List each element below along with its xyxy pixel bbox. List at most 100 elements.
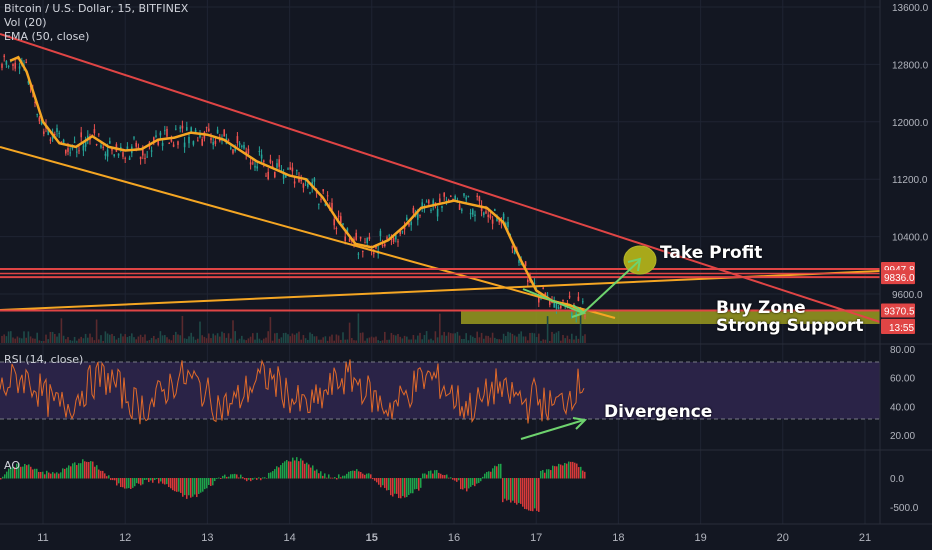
candle-body <box>549 299 551 305</box>
volume-bar <box>410 339 412 343</box>
rsi-legend[interactable]: RSI (14, close) <box>4 353 84 366</box>
volume-bar <box>100 335 102 343</box>
candle-body <box>133 137 135 139</box>
ao-bar <box>486 472 488 479</box>
ao-bar <box>50 473 52 479</box>
candle-body <box>208 128 210 132</box>
volume-bar <box>117 337 120 343</box>
candle-body <box>102 146 104 148</box>
ao-bar <box>496 466 498 479</box>
volume-bar <box>465 333 467 343</box>
candle-body <box>126 146 129 150</box>
volume-bar <box>51 331 54 343</box>
candle-body <box>258 150 261 152</box>
volume-bar <box>397 333 399 343</box>
candle-body <box>568 295 571 298</box>
volume-bar <box>522 336 525 343</box>
rsi-arrow-line <box>520 419 585 440</box>
ao-bar <box>504 478 506 499</box>
ao-bar <box>24 463 26 479</box>
symbol-label[interactable]: Bitcoin / U.S. Dollar, 15, BITFINEX <box>4 2 189 15</box>
ao-bar <box>482 476 484 479</box>
candle-body <box>291 167 294 172</box>
volume-bar <box>390 332 393 343</box>
time-axis: 11 12 13 14 15 16 17 18 19 20 21 <box>37 532 871 544</box>
ao-bar <box>224 474 226 479</box>
volume-bar <box>3 334 5 343</box>
candle-body <box>269 159 272 163</box>
volume-bar <box>304 338 307 343</box>
ao-bar <box>86 461 88 479</box>
ao-bar <box>582 470 584 479</box>
ao-bar <box>168 478 170 488</box>
volume-bar <box>434 331 437 343</box>
candle-body <box>205 127 208 129</box>
ao-bar <box>98 469 100 479</box>
ao-bar <box>566 463 568 479</box>
ao-bar <box>488 471 490 479</box>
volume-bar <box>287 334 289 343</box>
ao-bar <box>118 478 120 484</box>
rsi-tick-label: 60.00 <box>890 374 915 385</box>
volume-bar <box>89 333 91 343</box>
ao-bar <box>46 470 48 479</box>
y-tick-label: 13600.0 <box>892 3 929 14</box>
ao-bar <box>296 457 298 479</box>
ao-bar <box>94 466 96 479</box>
volume-bar <box>32 338 34 343</box>
volume-bar <box>476 331 478 343</box>
volume-bar <box>425 331 428 343</box>
volume-bar <box>280 337 283 343</box>
ao-bar <box>528 478 530 511</box>
candle-body <box>392 237 395 242</box>
volume-label[interactable]: Vol (20) <box>4 16 47 29</box>
candle-body <box>300 179 302 182</box>
volume-bar <box>291 333 294 343</box>
ao-bar <box>266 478 268 479</box>
ao-bar <box>494 465 496 479</box>
candle-body <box>67 148 69 152</box>
ao-bar <box>256 478 258 480</box>
volume-bar <box>447 332 450 343</box>
ao-bar <box>210 478 212 486</box>
volume-bar <box>91 337 93 343</box>
volume-bar <box>524 336 527 343</box>
ao-bar <box>394 478 396 494</box>
ao-bar <box>346 473 348 479</box>
ao-bar <box>526 478 528 510</box>
volume-bar <box>258 338 261 343</box>
candle-body <box>478 196 481 202</box>
volume-bar <box>45 334 47 343</box>
candle-body <box>390 239 393 241</box>
volume-bar <box>483 338 485 343</box>
ao-bar <box>366 473 368 479</box>
x-tick-label: 17 <box>530 532 542 544</box>
volume-bar <box>14 338 16 343</box>
ao-bar <box>576 463 578 479</box>
candle-body <box>146 156 148 158</box>
volume-bar <box>423 335 426 343</box>
ao-legend[interactable]: AO <box>4 459 20 472</box>
volume-bar <box>395 335 397 343</box>
volume-bar <box>128 336 131 343</box>
ao-bar <box>400 478 402 499</box>
ao-bar <box>186 478 188 499</box>
ema-label[interactable]: EMA (50, close) <box>4 30 90 43</box>
volume-bar <box>225 337 228 343</box>
candle-body <box>38 117 41 122</box>
candle-body <box>518 260 520 263</box>
ao-bar <box>518 478 520 503</box>
volume-bar <box>188 336 190 343</box>
candle-body <box>309 192 311 194</box>
ao-bar <box>312 465 314 479</box>
candle-body <box>441 206 443 208</box>
volume-bar <box>285 332 287 343</box>
candle-body <box>78 150 80 152</box>
ao-bar <box>62 468 64 479</box>
ao-bar <box>508 478 510 500</box>
ao-bar <box>392 478 394 497</box>
ao-bar <box>382 478 384 486</box>
volume-bar <box>326 340 329 343</box>
ao-bar <box>558 463 560 479</box>
